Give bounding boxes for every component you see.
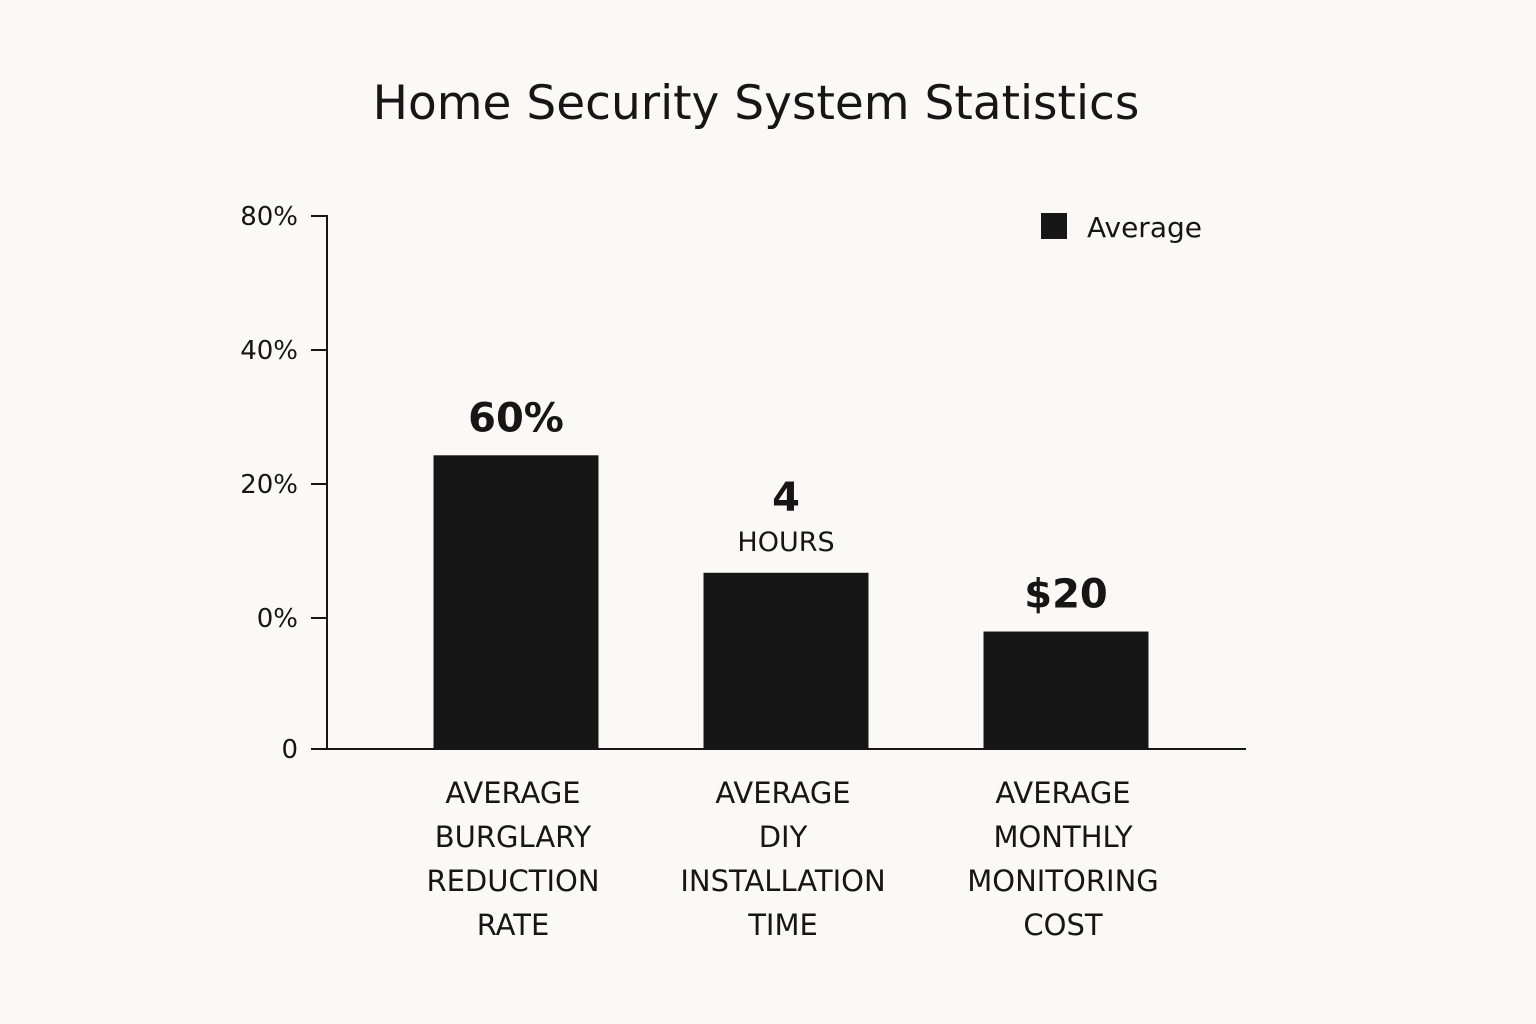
bar-value-label: $20 xyxy=(1024,572,1108,618)
bar-value-unit-label: HOURS xyxy=(737,527,834,558)
x-category-label: MONTHLY xyxy=(993,820,1132,854)
bar-value-label: 60% xyxy=(468,395,564,441)
bar xyxy=(433,455,599,749)
x-category-label: TIME xyxy=(747,908,818,942)
legend: Average xyxy=(1041,211,1202,244)
x-category-label: BURGLARY xyxy=(435,820,592,854)
x-axis-labels: AVERAGE BURGLARY REDUCTION RATE AVERAGE DIY IN… xyxy=(426,776,1158,942)
x-category-label: MONITORING xyxy=(967,864,1159,898)
chart-title: Home Security System Statistics xyxy=(373,76,1140,131)
y-tick-label: 80% xyxy=(240,202,298,232)
y-tick-label: 0% xyxy=(257,604,298,634)
bar xyxy=(983,631,1149,749)
bar-value-label: 4 xyxy=(772,475,800,521)
x-category-label: DIY xyxy=(759,820,808,854)
bars xyxy=(433,455,1149,749)
x-category-label: REDUCTION xyxy=(426,864,599,898)
y-tick-label: 0 xyxy=(281,735,298,765)
legend-entry: Average xyxy=(1087,211,1202,244)
x-category-label: AVERAGE xyxy=(445,776,580,810)
y-tick-label: 20% xyxy=(240,470,298,500)
x-category-label: AVERAGE xyxy=(995,776,1130,810)
value-labels: 60% 4 HOURS $20 xyxy=(468,395,1108,617)
legend-swatch xyxy=(1041,213,1067,239)
x-category-label: RATE xyxy=(477,908,550,942)
y-tick-label: 40% xyxy=(240,336,298,366)
x-category-label: COST xyxy=(1023,908,1102,942)
x-category-label: AVERAGE xyxy=(715,776,850,810)
x-category-label: INSTALLATION xyxy=(680,864,885,898)
bar xyxy=(703,572,869,749)
